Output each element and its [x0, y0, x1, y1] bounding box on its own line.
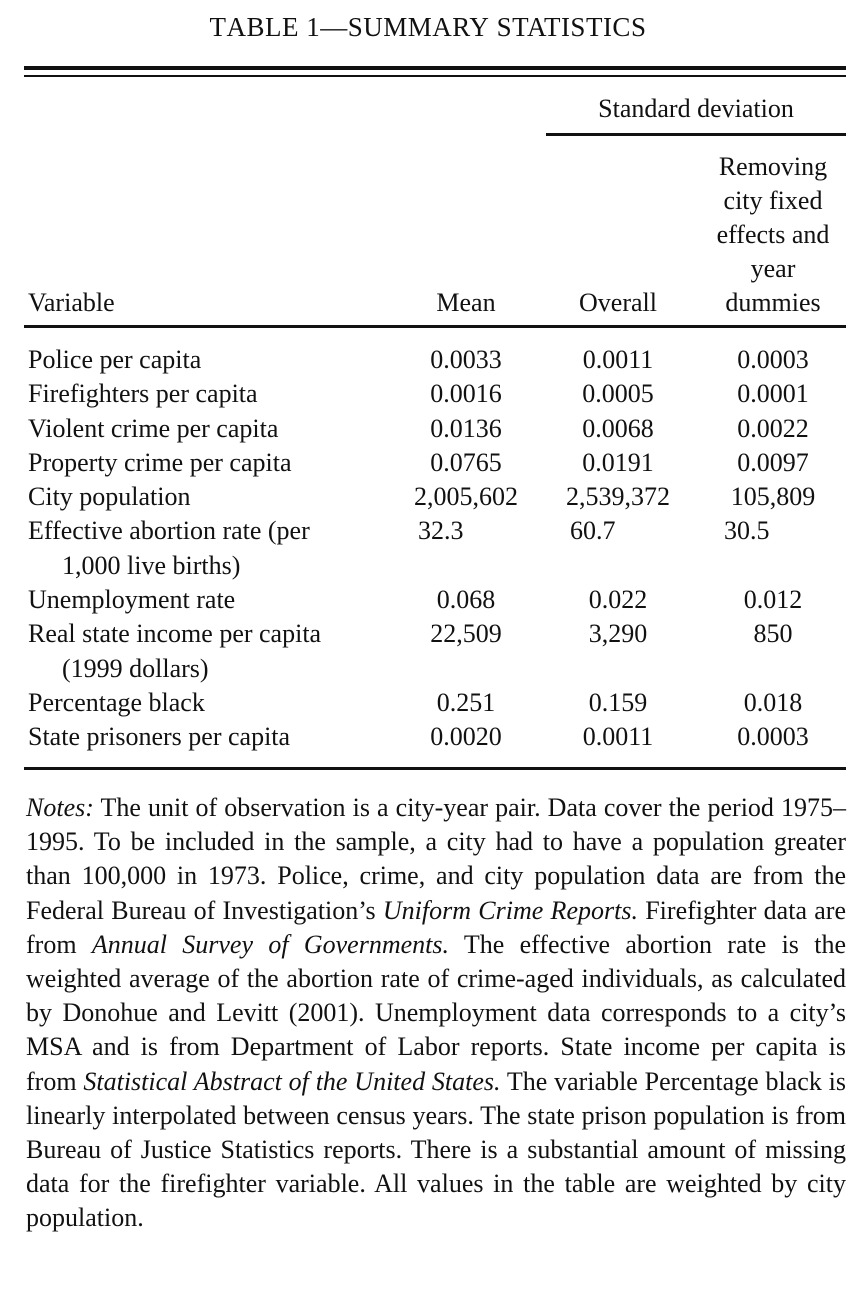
- header-standard-deviation: Standard deviation: [598, 94, 794, 123]
- cell-removing: 105,809: [730, 482, 816, 512]
- cell-removing: 0.0022: [737, 413, 809, 443]
- row-label: Police per capita: [28, 345, 202, 374]
- cell-removing: 0.018: [743, 687, 803, 717]
- cell-removing: 30.5: [724, 516, 770, 546]
- table-notes: Notes: The unit of observation is a city…: [26, 793, 847, 1233]
- cell-mean: 2,005,602: [414, 482, 518, 512]
- header-rule: [24, 325, 846, 328]
- cell-overall: 0.0068: [582, 413, 654, 443]
- row-label: Effective abortion rate (per 1,000 live b…: [28, 514, 310, 583]
- cell-overall: 60.7: [570, 516, 616, 546]
- cell-mean: 0.0765: [430, 447, 502, 477]
- top-rule-thick: [24, 66, 846, 70]
- source-statistical-abstract: Statistical Abstract of the United State…: [83, 1066, 501, 1096]
- cell-removing: 0.0097: [737, 447, 809, 477]
- table-row: Unemployment rate 0.068 0.022 0.012: [0, 583, 856, 617]
- bottom-rule: [24, 767, 846, 770]
- row-label-continuation: (1999 dollars): [62, 653, 209, 683]
- table-row: Firefighters per capita 0.0016 0.0005 0.…: [0, 377, 856, 411]
- cell-overall: 0.0005: [582, 379, 654, 409]
- table-row: State prisoners per capita 0.0020 0.0011…: [0, 720, 856, 754]
- cell-removing: 0.0003: [737, 722, 809, 752]
- row-label: Firefighters per capita: [28, 379, 258, 409]
- cell-removing: 0.012: [743, 585, 803, 615]
- cell-mean: 0.0136: [430, 413, 502, 443]
- header-mean: Mean: [436, 288, 496, 317]
- table-row: Percentage black 0.251 0.159 0.018: [0, 686, 856, 720]
- notes-lead: Notes:: [26, 793, 94, 822]
- cell-overall: 0.022: [588, 585, 648, 615]
- row-label: Property crime per capita: [28, 447, 292, 477]
- table-row: Real state income per capita (1999 dollar…: [0, 617, 856, 686]
- table-row: Police per capita 0.0033 0.0011 0.0003: [0, 343, 856, 377]
- source-survey-of-governments: Annual Survey of Governments.: [91, 929, 449, 959]
- row-label: Unemployment rate: [28, 585, 236, 615]
- cell-overall: 0.159: [588, 687, 648, 717]
- table-row: Violent crime per capita 0.0136 0.0068 0…: [0, 412, 856, 446]
- table-row: City population 2,005,602 2,539,372 105,…: [0, 480, 856, 514]
- row-label: Violent crime per capita: [28, 413, 279, 443]
- header-removing-fixed-effects: Removing city fixed effects and year dum…: [716, 152, 830, 317]
- cell-mean: 0.068: [436, 585, 496, 615]
- cell-mean: 0.251: [436, 687, 496, 717]
- cell-mean: 32.3: [418, 516, 464, 546]
- cell-mean: 0.0016: [430, 379, 502, 409]
- cell-mean: 22,509: [430, 619, 502, 649]
- table-row: Effective abortion rate (per 1,000 live b…: [0, 514, 856, 583]
- table-title: TABLE 1—SUMMARY STATISTICS: [209, 12, 647, 42]
- source-ucr: Uniform Crime Reports.: [382, 895, 638, 925]
- cell-overall: 3,290: [588, 619, 648, 649]
- table-row: Property crime per capita 0.0765 0.0191 …: [0, 446, 856, 480]
- cell-overall: 0.0191: [582, 447, 654, 477]
- cell-overall: 0.0011: [582, 722, 654, 752]
- row-label: City population: [28, 482, 191, 512]
- row-label: Real state income per capita (1999 dollar…: [28, 617, 321, 686]
- header-overall: Overall: [579, 288, 657, 317]
- cell-removing: 850: [753, 619, 793, 649]
- cell-mean: 0.0033: [430, 345, 502, 374]
- cell-removing: 0.0001: [737, 379, 809, 409]
- header-variable: Variable: [28, 288, 115, 317]
- standard-deviation-rule: [546, 133, 846, 136]
- row-label: State prisoners per capita: [28, 722, 291, 752]
- cell-mean: 0.0020: [430, 722, 502, 752]
- cell-removing: 0.0003: [737, 345, 809, 374]
- row-label: Percentage black: [28, 687, 205, 717]
- cell-overall: 2,539,372: [566, 482, 670, 512]
- table-body: Police per capita 0.0033 0.0011 0.0003 F…: [0, 343, 856, 755]
- row-label-continuation: 1,000 live births): [62, 550, 241, 580]
- top-rule-thin: [24, 75, 846, 77]
- cell-overall: 0.0011: [582, 345, 654, 374]
